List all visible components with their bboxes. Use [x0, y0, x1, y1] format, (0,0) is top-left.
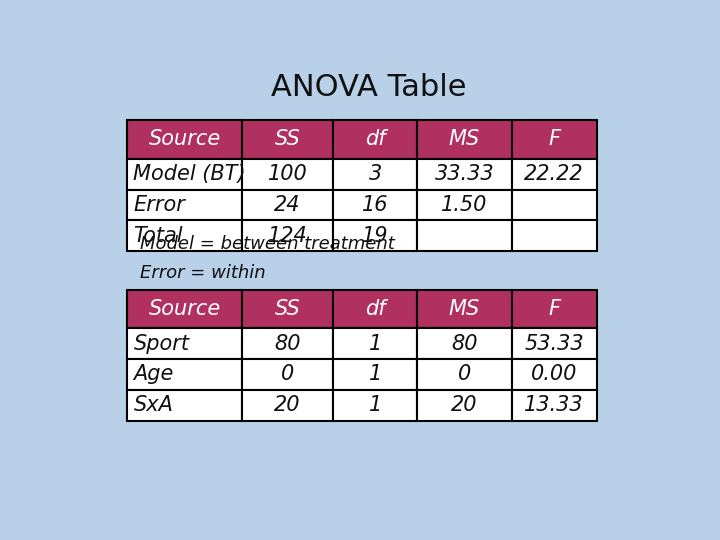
Bar: [242, 328, 333, 359]
Text: 20: 20: [451, 395, 477, 415]
Bar: [512, 159, 597, 190]
Bar: [417, 120, 512, 159]
Text: 0: 0: [281, 364, 294, 384]
Bar: [127, 159, 242, 190]
Bar: [333, 359, 417, 390]
Text: 19: 19: [362, 226, 389, 246]
Bar: [417, 159, 512, 190]
Bar: [512, 190, 597, 220]
Text: MS: MS: [449, 299, 480, 319]
Text: 1: 1: [369, 334, 382, 354]
Bar: [333, 120, 417, 159]
Text: 0: 0: [458, 364, 471, 384]
Bar: [242, 390, 333, 421]
Bar: [127, 289, 242, 328]
Bar: [127, 359, 242, 390]
Text: F: F: [548, 130, 560, 150]
Text: SS: SS: [275, 130, 300, 150]
Text: Age: Age: [133, 364, 174, 384]
Bar: [333, 328, 417, 359]
Bar: [242, 359, 333, 390]
Text: Sport: Sport: [133, 334, 189, 354]
Text: Error: Error: [133, 195, 185, 215]
Text: 3: 3: [369, 164, 382, 184]
Bar: [417, 220, 512, 251]
Bar: [333, 390, 417, 421]
Bar: [417, 390, 512, 421]
Bar: [333, 159, 417, 190]
Text: 80: 80: [451, 334, 477, 354]
Bar: [417, 328, 512, 359]
Bar: [242, 190, 333, 220]
Bar: [417, 190, 512, 220]
Text: Total: Total: [133, 226, 183, 246]
Bar: [512, 289, 597, 328]
Text: df: df: [365, 130, 385, 150]
Bar: [127, 190, 242, 220]
Text: 1.50: 1.50: [441, 195, 487, 215]
Bar: [242, 120, 333, 159]
Text: 13.33: 13.33: [524, 395, 584, 415]
Bar: [417, 359, 512, 390]
Text: SS: SS: [275, 299, 300, 319]
Text: 124: 124: [268, 226, 307, 246]
Bar: [333, 190, 417, 220]
Text: 33.33: 33.33: [434, 164, 494, 184]
Bar: [242, 159, 333, 190]
Text: 80: 80: [274, 334, 301, 354]
Bar: [127, 390, 242, 421]
Bar: [512, 328, 597, 359]
Text: 1: 1: [369, 364, 382, 384]
Text: df: df: [365, 299, 385, 319]
Bar: [242, 289, 333, 328]
Text: 24: 24: [274, 195, 301, 215]
Text: 0.00: 0.00: [531, 364, 577, 384]
Bar: [127, 328, 242, 359]
Text: SxA: SxA: [133, 395, 174, 415]
Text: Model = between treatment
Error = within: Model = between treatment Error = within: [140, 235, 395, 282]
Bar: [512, 390, 597, 421]
Bar: [333, 220, 417, 251]
Bar: [512, 359, 597, 390]
Text: 100: 100: [268, 164, 307, 184]
Text: 20: 20: [274, 395, 301, 415]
Bar: [127, 120, 242, 159]
Bar: [127, 220, 242, 251]
Bar: [333, 289, 417, 328]
Text: F: F: [548, 299, 560, 319]
Text: 53.33: 53.33: [524, 334, 584, 354]
Text: Source: Source: [148, 299, 220, 319]
Text: 22.22: 22.22: [524, 164, 584, 184]
Bar: [512, 220, 597, 251]
Text: Model (BT): Model (BT): [133, 164, 246, 184]
Bar: [242, 220, 333, 251]
Text: Source: Source: [148, 130, 220, 150]
Text: 1: 1: [369, 395, 382, 415]
Text: ANOVA Table: ANOVA Table: [271, 73, 467, 103]
Text: 16: 16: [362, 195, 389, 215]
Bar: [417, 289, 512, 328]
Bar: [512, 120, 597, 159]
Text: MS: MS: [449, 130, 480, 150]
